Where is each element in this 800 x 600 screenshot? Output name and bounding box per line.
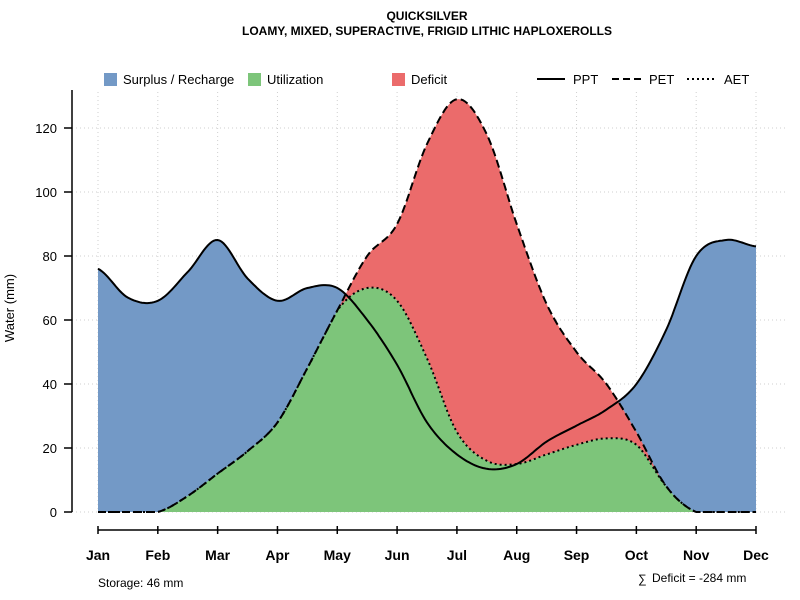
x-tick-label: Jul xyxy=(447,547,467,563)
area-fills xyxy=(98,99,756,513)
x-tick-label: Feb xyxy=(145,547,170,563)
axes: Jan Feb Mar Apr May Jun Jul Aug Sep Oct Nov Dec 0 20 4… xyxy=(35,90,769,563)
x-tick-label: Nov xyxy=(683,547,710,563)
legend: Surplus / Recharge Utilization Deficit P… xyxy=(104,72,749,87)
legend-label-ppt: PPT xyxy=(573,72,598,87)
x-tick-label: Jan xyxy=(86,547,110,563)
x-tick-label: Jun xyxy=(385,547,410,563)
deficit-total-label: Deficit = -284 mm xyxy=(652,571,746,585)
legend-label-utilization: Utilization xyxy=(267,72,323,87)
x-tick-label: Oct xyxy=(625,547,649,563)
ppt-line xyxy=(97,238,757,471)
legend-swatch-deficit xyxy=(392,73,405,86)
y-tick-label: 120 xyxy=(35,121,57,136)
utilization-area xyxy=(98,287,756,512)
sum-icon: ∑ xyxy=(638,572,647,586)
deficit-area xyxy=(98,99,756,512)
series-lines xyxy=(97,98,757,513)
y-tick-label: 60 xyxy=(43,313,57,328)
y-tick-label: 80 xyxy=(43,249,57,264)
x-tick-label: Mar xyxy=(205,547,230,563)
storage-label: Storage: 46 mm xyxy=(98,576,183,590)
y-axis-label: Water (mm) xyxy=(2,274,17,342)
y-tick-label: 0 xyxy=(50,505,57,520)
y-tick-label: 100 xyxy=(35,185,57,200)
pet-line xyxy=(98,98,756,513)
x-tick-label: Dec xyxy=(743,547,769,563)
legend-label-pet: PET xyxy=(649,72,674,87)
x-tick-label: Sep xyxy=(564,547,590,563)
y-tick-label: 20 xyxy=(43,441,57,456)
chart-title: QUICKSILVER xyxy=(386,9,467,23)
x-tick-label: Aug xyxy=(503,547,530,563)
y-tick-label: 40 xyxy=(43,377,57,392)
legend-label-aet: AET xyxy=(724,72,749,87)
x-tick-label: May xyxy=(324,547,351,563)
legend-label-deficit: Deficit xyxy=(411,72,448,87)
chart-subtitle: LOAMY, MIXED, SUPERACTIVE, FRIGID LITHIC… xyxy=(242,24,612,38)
x-tick-label: Apr xyxy=(265,547,290,563)
legend-swatch-surplus xyxy=(104,73,117,86)
legend-label-surplus: Surplus / Recharge xyxy=(123,72,234,87)
legend-swatch-utilization xyxy=(248,73,261,86)
